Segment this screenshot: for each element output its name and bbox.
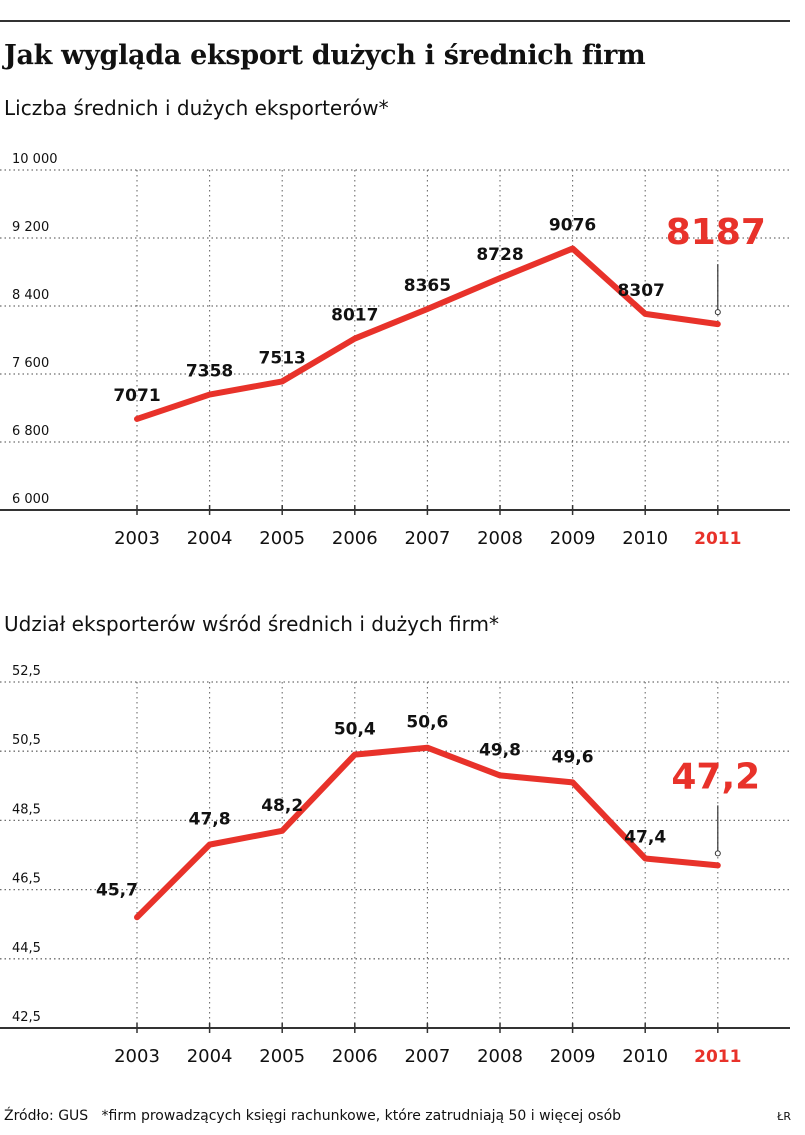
count-chart-value-label: 8365: [404, 276, 451, 296]
count-chart-x-label: 2007: [404, 528, 450, 549]
share-chart-x-label: 2007: [404, 1046, 450, 1065]
share-chart-x-label: 2006: [332, 1046, 378, 1065]
share-chart-ytick-label: 44,5: [12, 941, 41, 956]
count-chart-x-label: 2003: [114, 528, 160, 549]
chart-2-subtitle: Udział eksporterów wśród średnich i duży…: [4, 612, 499, 636]
share-chart-x-label: 2004: [187, 1046, 233, 1065]
count-chart-value-label: 8728: [476, 245, 523, 265]
share-chart-series-line: [134, 744, 721, 921]
share-chart-ytick-label: 50,5: [12, 733, 41, 748]
share-chart-value-label: 49,6: [552, 747, 594, 767]
share-chart-ytick-label: 46,5: [12, 872, 41, 887]
count-chart-highlight-value-label: 8187: [666, 212, 766, 253]
share-chart-value-label: 50,4: [334, 720, 376, 740]
share-chart-ytick-label: 48,5: [12, 802, 41, 817]
share-chart-x-label: 2003: [114, 1046, 160, 1065]
share-chart-value-label: 45,7: [96, 880, 138, 900]
count-chart-ytick-label: 6 000: [12, 492, 49, 507]
count-chart-x-label: 2004: [187, 528, 233, 549]
footnote-text: *firm prowadzących księgi rachunkowe, kt…: [101, 1108, 622, 1124]
share-chart-value-label: 49,8: [479, 740, 521, 760]
count-chart-value-label: 8307: [618, 281, 665, 301]
count-chart-ytick-label: 7 600: [12, 356, 49, 371]
count-chart-ytick-label: 9 200: [12, 220, 49, 235]
share-chart-callout-dot: [714, 850, 721, 857]
count-chart-x-label: 2010: [622, 528, 668, 549]
share-chart-x-label: 2008: [477, 1046, 523, 1065]
count-chart-x-label: 2011: [694, 529, 741, 549]
count-chart-x-label: 2009: [550, 528, 596, 549]
count-chart-value-label: 9076: [549, 216, 596, 236]
count-chart-ytick-label: 6 800: [12, 424, 49, 439]
share-chart-x-label: 2011: [694, 1047, 741, 1065]
count-chart-x-label: 2008: [477, 528, 523, 549]
share-chart-x-label: 2010: [622, 1046, 668, 1065]
top-rule: [0, 20, 790, 22]
exporters-count-chart: 6 000 6 800 7 600 8 400 9 200 10 000 2003 2004 2…: [0, 152, 790, 549]
share-chart-value-label: 50,6: [406, 713, 448, 733]
share-chart-value-label: 47,4: [624, 827, 666, 847]
share-chart-value-label: 47,8: [189, 810, 231, 830]
count-chart-series-line: [134, 245, 721, 422]
author-sign: ŁR: [777, 1110, 791, 1123]
count-chart-ytick-label: 8 400: [12, 288, 49, 303]
count-chart-x-label: 2005: [259, 528, 305, 549]
share-chart-value-label: 48,2: [261, 796, 303, 816]
count-chart-value-label: 7358: [186, 362, 233, 382]
exporters-share-chart: 42,5 44,5 46,5 48,5 50,5 52,5 2003 2004 2005 2006…: [0, 664, 790, 1065]
count-chart-callout-dot: [714, 309, 721, 316]
page-title: Jak wygląda eksport dużych i średnich fi…: [4, 40, 646, 71]
chart-1-subtitle: Liczba średnich i dużych eksporterów*: [4, 96, 389, 120]
count-chart-x-label: 2006: [332, 528, 378, 549]
share-chart-ytick-label: 52,5: [12, 664, 41, 679]
share-chart-highlight-value-label: 47,2: [671, 756, 760, 797]
share-chart-x-label: 2005: [259, 1046, 305, 1065]
count-chart-value-label: 7513: [259, 348, 306, 368]
source-text: Źródło: GUS: [4, 1108, 89, 1124]
share-chart-ytick-label: 42,5: [12, 1010, 41, 1025]
count-chart-value-label: 8017: [331, 306, 378, 326]
footer: Źródło: GUS *firm prowadzących księgi ra…: [4, 1108, 791, 1124]
count-chart-ytick-label: 10 000: [12, 152, 58, 167]
share-chart-x-label: 2009: [550, 1046, 596, 1065]
count-chart-value-label: 7071: [113, 386, 160, 406]
